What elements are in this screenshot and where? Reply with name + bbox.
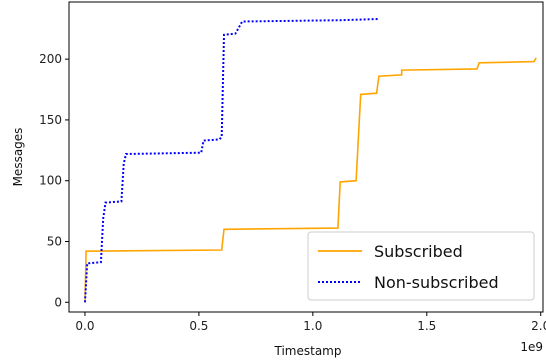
y-tick-label: 200 [39, 52, 62, 66]
plot-frame [68, 1, 544, 313]
y-tick-label: 50 [47, 234, 62, 248]
x-axis: 0.0 0.5 1.0 1.5 2.0 [75, 312, 546, 333]
plot-area [84, 18, 537, 303]
y-tick-label: 0 [54, 295, 62, 309]
x-tick-label: 2.0 [531, 319, 546, 333]
legend-label-non-subscribed: Non-subscribed [374, 273, 499, 292]
x-axis-offset-label: 1e9 [520, 340, 543, 354]
series-line-non-subscribed [84, 18, 379, 303]
x-axis-label: Timestamp [274, 344, 342, 358]
y-tick-label: 100 [39, 174, 62, 188]
x-tick-label: 0.5 [189, 319, 208, 333]
legend-box [307, 231, 535, 301]
y-axis-label: Messages [11, 128, 25, 187]
x-tick-label: 1.5 [417, 319, 436, 333]
legend: Subscribed Non-subscribed [307, 231, 535, 301]
y-tick-label: 150 [39, 113, 62, 127]
series-line-subscribed [84, 57, 537, 303]
legend-label-subscribed: Subscribed [374, 242, 463, 261]
x-tick-label: 0.0 [75, 319, 94, 333]
y-axis: 0 50 100 150 200 [39, 52, 69, 309]
x-tick-label: 1.0 [303, 319, 322, 333]
